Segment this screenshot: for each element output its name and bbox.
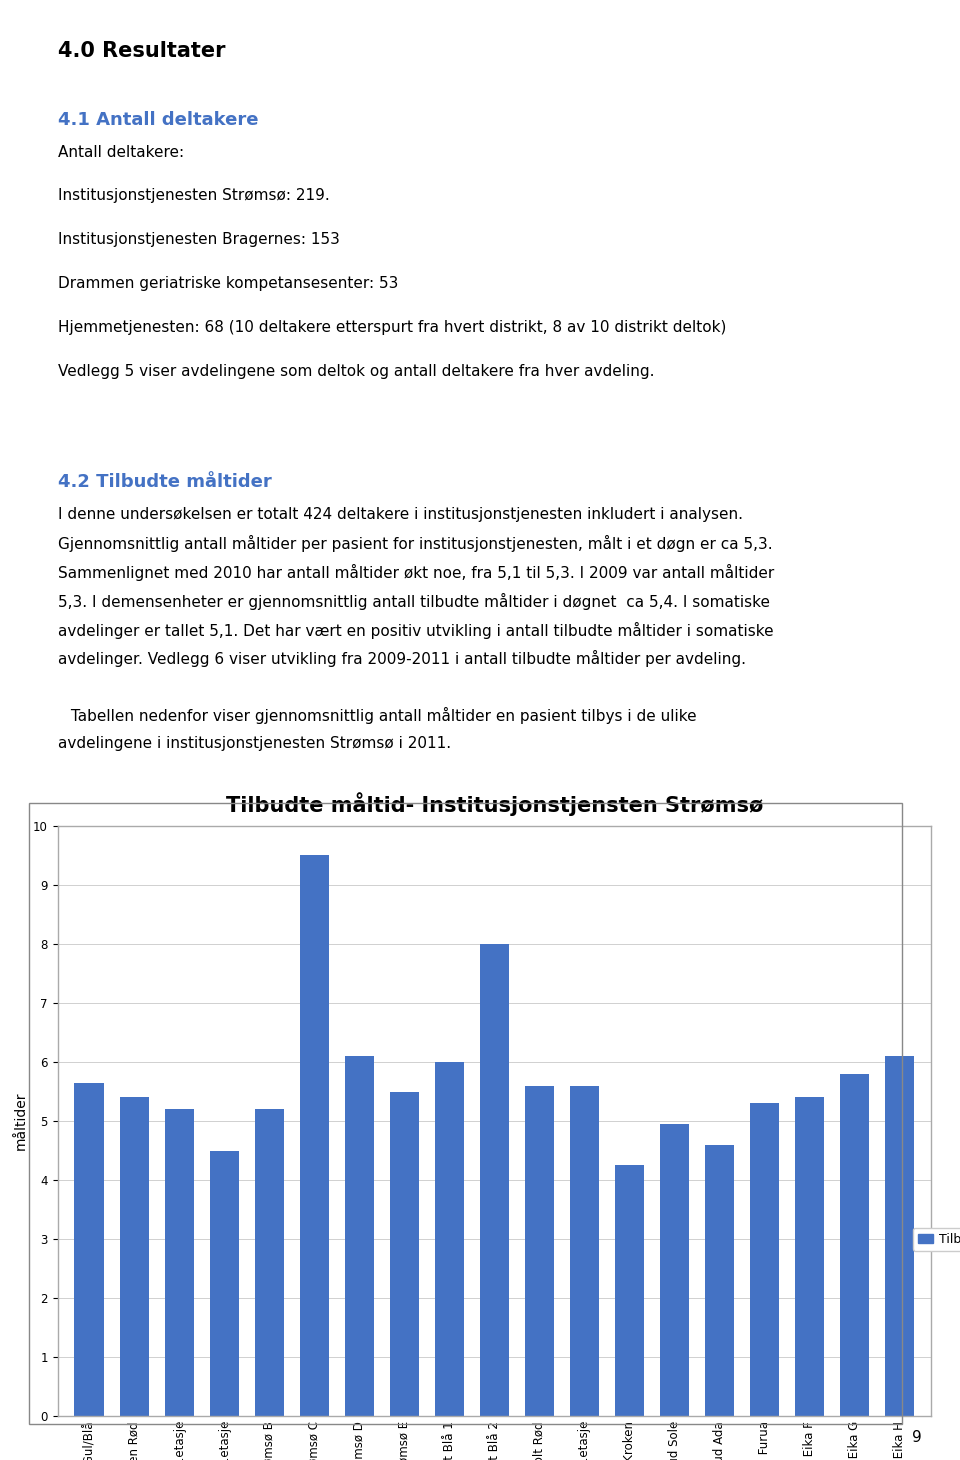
Text: 4.1 Antall deltakere: 4.1 Antall deltakere bbox=[58, 111, 258, 130]
Text: Antall deltakere:: Antall deltakere: bbox=[58, 145, 183, 159]
Text: Sammenlignet med 2010 har antall måltider økt noe, fra 5,1 til 5,3. I 2009 var a: Sammenlignet med 2010 har antall måltide… bbox=[58, 564, 774, 581]
Text: Institusjonstjenesten Bragernes: 153: Institusjonstjenesten Bragernes: 153 bbox=[58, 232, 340, 247]
Bar bbox=[614, 1165, 644, 1416]
Bar bbox=[254, 1110, 284, 1416]
Bar bbox=[164, 1110, 194, 1416]
Text: Gjennomsnittlig antall måltider per pasient for institusjonstjenesten, målt i et: Gjennomsnittlig antall måltider per pasi… bbox=[58, 536, 772, 552]
Text: 4.2 Tilbudte måltider: 4.2 Tilbudte måltider bbox=[58, 473, 272, 491]
Title: Tilbudte måltid- Institusjonstjensten Strømsø: Tilbudte måltid- Institusjonstjensten St… bbox=[226, 793, 763, 816]
Legend: Tilbudte måltid: Tilbudte måltid bbox=[913, 1228, 960, 1251]
Text: Tabellen nedenfor viser gjennomsnittlig antall måltider en pasient tilbys i de u: Tabellen nedenfor viser gjennomsnittlig … bbox=[66, 707, 697, 724]
Bar bbox=[435, 1061, 464, 1416]
Bar bbox=[480, 945, 509, 1416]
Bar bbox=[840, 1075, 870, 1416]
Text: Vedlegg 5 viser avdelingene som deltok og antall deltakere fra hver avdeling.: Vedlegg 5 viser avdelingene som deltok o… bbox=[58, 364, 654, 378]
Bar bbox=[119, 1098, 149, 1416]
Text: 5,3. I demensenheter er gjennomsnittlig antall tilbudte måltider i døgnet  ca 5,: 5,3. I demensenheter er gjennomsnittlig … bbox=[58, 593, 770, 610]
Bar bbox=[525, 1086, 554, 1416]
Bar bbox=[795, 1098, 825, 1416]
Text: Institusjonstjenesten Strømsø: 219.: Institusjonstjenesten Strømsø: 219. bbox=[58, 188, 329, 203]
Text: Hjemmetjenesten: 68 (10 deltakere etterspurt fra hvert distrikt, 8 av 10 distrik: Hjemmetjenesten: 68 (10 deltakere etters… bbox=[58, 320, 726, 334]
Bar bbox=[660, 1124, 689, 1416]
Bar bbox=[750, 1104, 780, 1416]
Bar bbox=[345, 1056, 374, 1416]
Bar bbox=[885, 1056, 914, 1416]
Text: I denne undersøkelsen er totalt 424 deltakere i institusjonstjenesten inkludert : I denne undersøkelsen er totalt 424 delt… bbox=[58, 507, 743, 521]
Text: avdelinger. Vedlegg 6 viser utvikling fra 2009-2011 i antall tilbudte måltider p: avdelinger. Vedlegg 6 viser utvikling fr… bbox=[58, 650, 746, 667]
Bar bbox=[300, 856, 329, 1416]
Text: Drammen geriatriske kompetansesenter: 53: Drammen geriatriske kompetansesenter: 53 bbox=[58, 276, 398, 291]
Bar bbox=[570, 1086, 599, 1416]
Text: avdelinger er tallet 5,1. Det har vært en positiv utvikling i antall tilbudte må: avdelinger er tallet 5,1. Det har vært e… bbox=[58, 622, 773, 638]
Bar bbox=[705, 1145, 734, 1416]
Bar bbox=[209, 1150, 239, 1416]
Bar bbox=[390, 1092, 419, 1416]
Text: avdelingene i institusjonstjenesten Strømsø i 2011.: avdelingene i institusjonstjenesten Strø… bbox=[58, 736, 451, 750]
Bar bbox=[75, 1083, 104, 1416]
Y-axis label: måltider: måltider bbox=[13, 1092, 28, 1150]
Text: 4.0 Resultater: 4.0 Resultater bbox=[58, 41, 225, 61]
Text: 9: 9 bbox=[912, 1431, 922, 1445]
